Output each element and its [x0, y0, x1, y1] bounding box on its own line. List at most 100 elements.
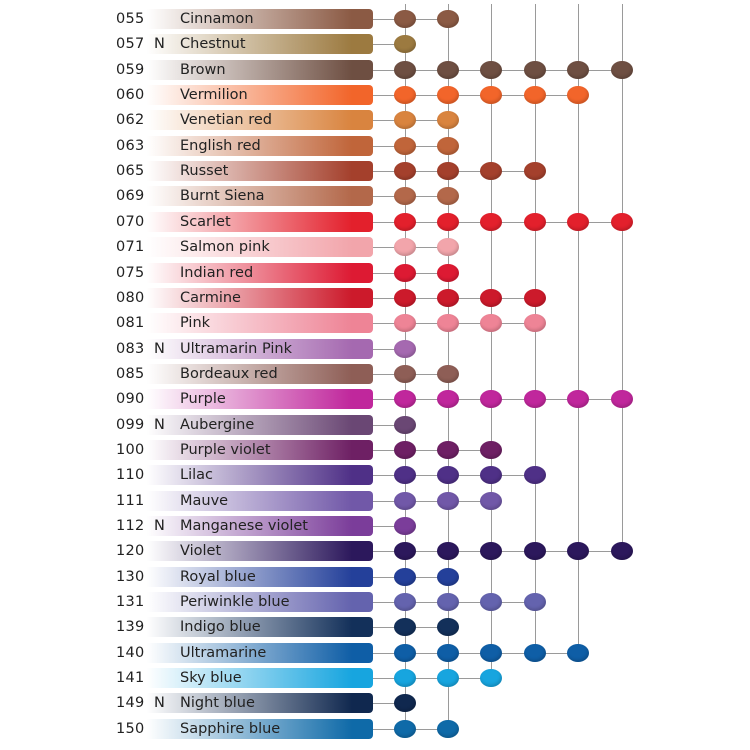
color-code: 057	[116, 36, 145, 53]
color-swatch-band	[110, 287, 373, 308]
new-flag: N	[154, 518, 165, 534]
availability-dot	[394, 136, 416, 155]
availability-dot	[394, 719, 416, 738]
availability-dot	[480, 643, 502, 662]
color-name: Violet	[180, 543, 222, 560]
color-row: 083 N Ultramarin Pink	[0, 337, 750, 362]
availability-dot	[394, 238, 416, 257]
availability-dot	[437, 263, 459, 282]
color-code: 131	[116, 594, 145, 611]
color-swatch-band	[110, 541, 373, 562]
availability-dot	[437, 10, 459, 28]
availability-dot	[394, 364, 416, 383]
color-row: 070 Scarlet	[0, 210, 750, 235]
color-code: 141	[116, 670, 145, 687]
availability-dot	[437, 390, 459, 409]
grid-vertical-line	[578, 4, 579, 655]
row-connector-line	[373, 95, 578, 97]
color-code: 075	[116, 264, 145, 281]
color-name: Aubergine	[180, 416, 255, 433]
availability-dot	[394, 111, 416, 130]
color-name: Vermilion	[180, 87, 248, 104]
availability-dot	[437, 288, 459, 307]
availability-dot	[394, 35, 416, 54]
color-code: 059	[116, 61, 145, 78]
availability-dot	[437, 364, 459, 383]
color-swatch-band	[110, 414, 373, 435]
color-code: 060	[116, 87, 145, 104]
color-code: 140	[116, 644, 145, 661]
color-name: Burnt Siena	[180, 188, 265, 205]
color-row: 055 Cinnamon	[0, 7, 750, 32]
color-swatch-band	[110, 465, 373, 486]
color-code: 069	[116, 188, 145, 205]
color-row: 141 Sky blue	[0, 666, 750, 691]
availability-dot	[437, 593, 459, 612]
row-connector-line	[373, 703, 405, 705]
color-code: 081	[116, 315, 145, 332]
availability-dot	[394, 415, 416, 434]
new-flag: N	[154, 695, 165, 712]
availability-dot	[567, 86, 589, 105]
color-swatch-band	[110, 186, 373, 207]
color-row: 062 Venetian red	[0, 108, 750, 133]
color-row: 111 Mauve	[0, 489, 750, 514]
color-swatch-band	[110, 34, 373, 55]
availability-dot	[394, 542, 416, 561]
color-row: 140 Ultramarine	[0, 641, 750, 666]
availability-dot	[394, 86, 416, 105]
color-code: 120	[116, 543, 145, 560]
color-row: 112 N Manganese violet	[0, 514, 750, 539]
availability-dot	[524, 466, 546, 485]
color-name: Brown	[180, 61, 226, 78]
availability-dot	[480, 440, 502, 459]
availability-dot	[437, 187, 459, 206]
color-swatch-band	[110, 211, 373, 232]
color-row: 130 Royal blue	[0, 565, 750, 590]
availability-dot	[611, 60, 633, 79]
color-name: Sky blue	[180, 670, 242, 687]
color-swatch-band	[110, 110, 373, 131]
row-connector-line	[373, 500, 491, 502]
availability-dot	[394, 643, 416, 662]
color-row: 080 Carmine	[0, 286, 750, 311]
availability-dot	[524, 593, 546, 612]
availability-dot	[394, 491, 416, 510]
color-name: Salmon pink	[180, 239, 270, 256]
availability-dot	[394, 314, 416, 333]
color-name: English red	[180, 137, 261, 154]
color-name: Purple	[180, 391, 226, 408]
color-swatch-band	[110, 363, 373, 384]
color-swatch-band	[110, 617, 373, 638]
color-name: Pink	[180, 315, 211, 332]
color-code: 080	[116, 289, 145, 306]
availability-dot	[480, 542, 502, 561]
color-name: Bordeaux red	[180, 365, 278, 382]
color-row: 149 N Night blue	[0, 691, 750, 716]
color-row: 085 Bordeaux red	[0, 362, 750, 387]
row-connector-line	[373, 449, 491, 451]
availability-dot	[480, 212, 502, 231]
availability-dot	[437, 491, 459, 510]
color-name: Sapphire blue	[180, 720, 281, 737]
availability-dot	[480, 491, 502, 510]
color-code: 150	[116, 720, 145, 737]
color-swatch-band	[110, 9, 373, 29]
color-code: 063	[116, 137, 145, 154]
color-name: Periwinkle blue	[180, 594, 290, 611]
availability-dot	[437, 212, 459, 231]
availability-dot	[611, 542, 633, 561]
availability-dot	[394, 517, 416, 535]
color-row: 057 N Chestnut	[0, 32, 750, 57]
row-connector-line	[373, 526, 405, 527]
color-row: 065 Russet	[0, 159, 750, 184]
new-flag: N	[154, 416, 165, 433]
color-swatch-band	[110, 718, 373, 739]
availability-dot	[437, 162, 459, 181]
color-name: Indigo blue	[180, 619, 261, 636]
availability-dot	[394, 618, 416, 637]
availability-dot	[394, 212, 416, 231]
availability-dot	[524, 212, 546, 231]
availability-dot	[437, 643, 459, 662]
